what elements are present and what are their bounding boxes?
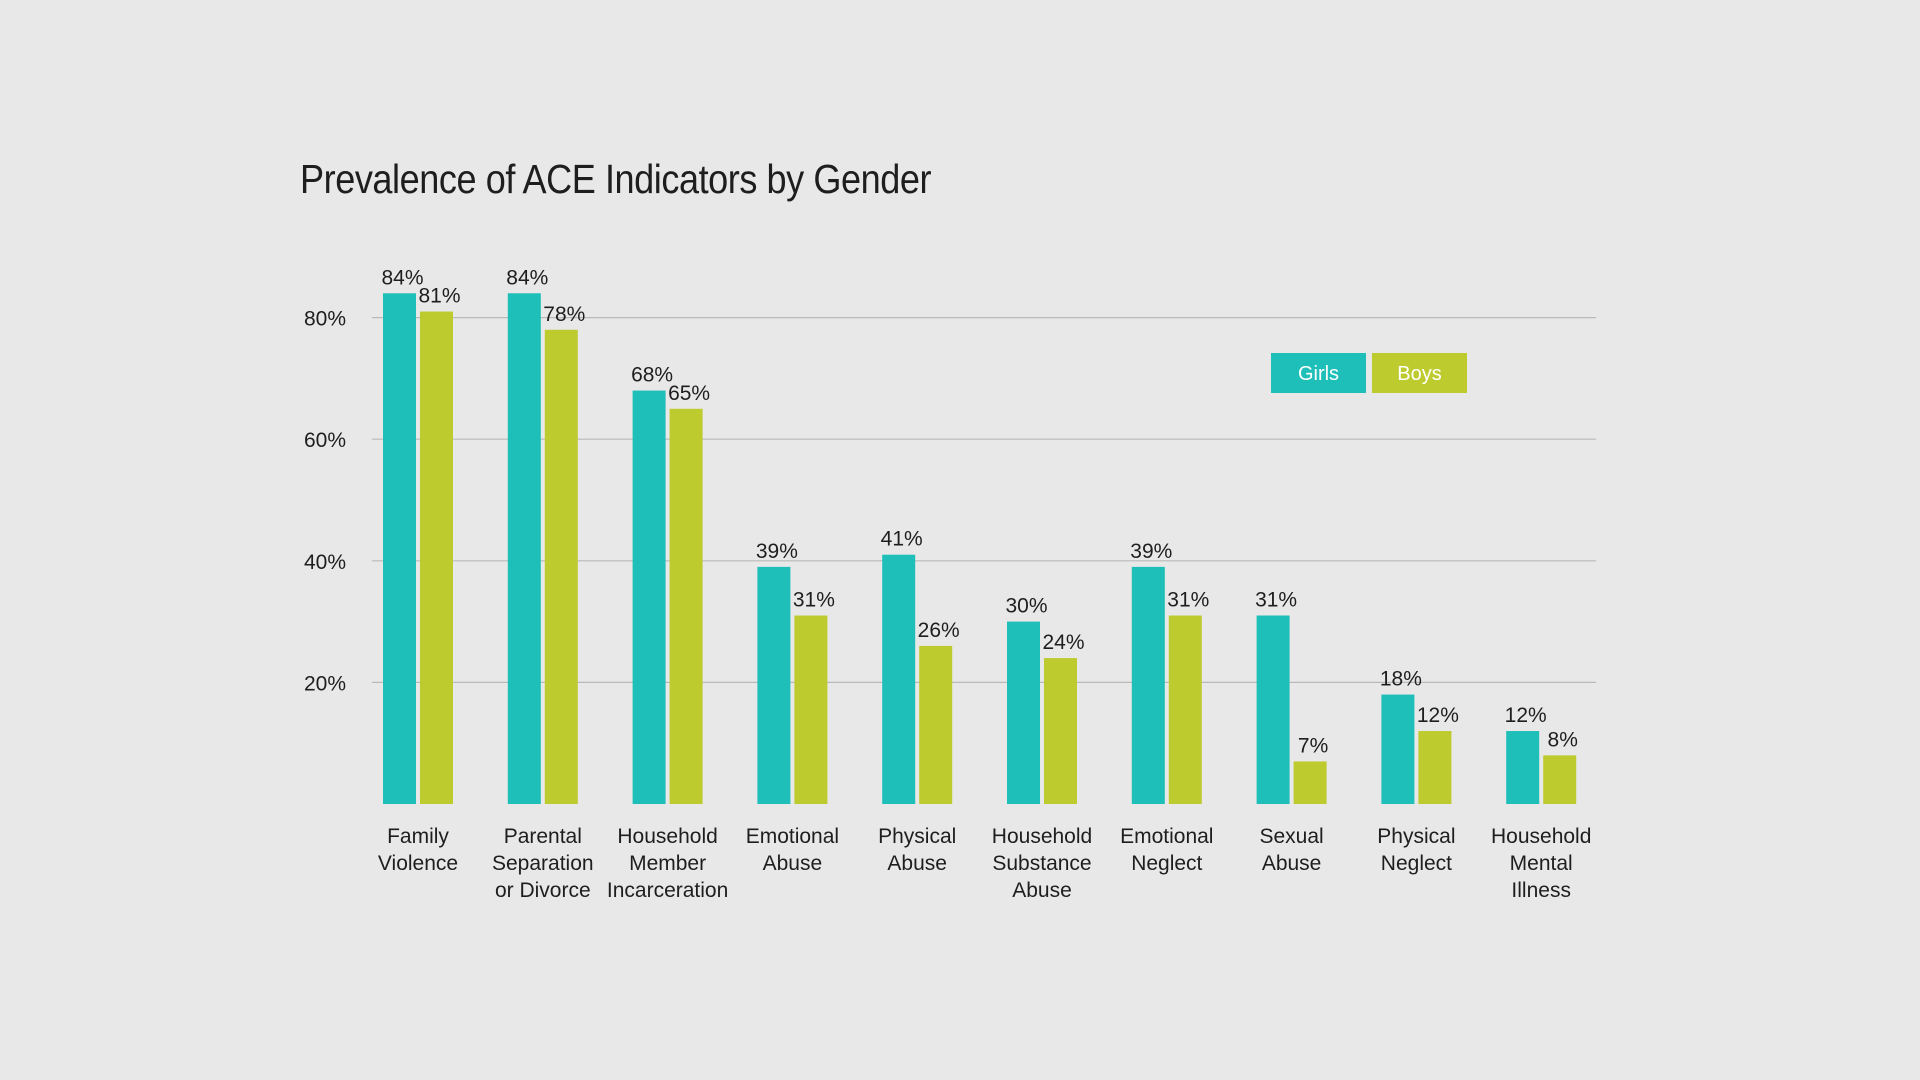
x-category-label-line: Separation — [492, 852, 594, 875]
bar-girls — [632, 390, 666, 804]
x-category-label-line: Neglect — [1381, 852, 1452, 875]
bars — [383, 293, 1577, 804]
x-category-label-line: Substance — [992, 852, 1091, 875]
legend-label-boys: Boys — [1397, 363, 1441, 385]
x-category-label-line: Incarceration — [607, 879, 728, 902]
bar-value-label: 68% — [631, 364, 673, 387]
bar-girls — [1506, 731, 1540, 804]
bar-girls — [757, 566, 791, 804]
bar-value-label: 24% — [1042, 631, 1084, 654]
x-category-label: Emotional Neglect — [1120, 825, 1213, 875]
x-category-label-line: Family — [387, 825, 449, 848]
x-axis-category-labels: Family Violence Parental Separation or Divor… — [378, 825, 1591, 902]
x-category-label: Family Violence — [378, 825, 458, 875]
bar-boys — [1293, 761, 1327, 804]
x-category-label-line: Neglect — [1131, 852, 1202, 875]
x-category-label-line: Abuse — [1262, 852, 1322, 875]
bar-girls — [383, 293, 416, 804]
x-category-label: Emotional Abuse — [746, 825, 839, 875]
bar-value-label: 81% — [418, 285, 460, 308]
bar-boys — [1418, 731, 1452, 804]
bar-girls — [1131, 566, 1165, 804]
bar-value-label: 30% — [1005, 595, 1047, 618]
legend-swatch-boys — [1372, 353, 1467, 393]
bar-value-label: 7% — [1298, 734, 1328, 757]
x-category-label-line: Mental — [1510, 852, 1573, 875]
bar-boys — [1543, 755, 1577, 804]
bar-boys — [919, 645, 953, 804]
bar-value-label: 31% — [1167, 589, 1209, 612]
legend-label-girls: Girls — [1298, 363, 1339, 385]
bar-boys — [1168, 615, 1202, 804]
x-category-label-line: Emotional — [746, 825, 839, 848]
x-category-label: Physical Abuse — [878, 825, 956, 875]
x-category-label-line: Abuse — [763, 852, 823, 875]
bar-value-label: 12% — [1505, 704, 1547, 727]
legend-swatch-girls — [1271, 353, 1366, 393]
bar-girls — [882, 554, 916, 804]
bar-value-label: 84% — [506, 266, 548, 289]
bar-value-label: 12% — [1417, 704, 1459, 727]
bar-value-label: 78% — [543, 303, 585, 326]
y-tick-label: 80% — [304, 308, 346, 331]
bar-value-label: 65% — [668, 382, 710, 405]
x-category-label-line: or Divorce — [495, 879, 591, 902]
chart-title: Prevalence of ACE Indicators by Gender — [300, 156, 932, 202]
y-tick-label: 40% — [304, 551, 346, 574]
bar-boys — [544, 329, 578, 804]
y-axis-ticks: 20% 40% 60% 80% — [304, 308, 346, 696]
x-category-label: Sexual Abuse — [1259, 825, 1323, 875]
x-category-label: Parental Separation or Divorce — [492, 825, 594, 902]
bar-girls — [1256, 615, 1290, 804]
x-category-label-line: Parental — [504, 825, 582, 848]
bar-value-label: 39% — [1130, 540, 1172, 563]
x-category-label-line: Abuse — [887, 852, 947, 875]
bar-boys — [794, 615, 828, 804]
bar-value-label: 39% — [756, 540, 798, 563]
x-category-label-line: Member — [629, 852, 706, 875]
x-category-label: Physical Neglect — [1377, 825, 1455, 875]
bar-value-label: 26% — [918, 619, 960, 642]
x-category-label-line: Physical — [1377, 825, 1455, 848]
x-category-label-line: Household — [617, 825, 717, 848]
bar-value-label: 31% — [793, 589, 835, 612]
x-category-label-line: Violence — [378, 852, 458, 875]
bar-girls — [1007, 621, 1040, 804]
x-category-label-line: Household — [992, 825, 1092, 848]
x-category-label: Household Mental Illness — [1491, 825, 1591, 902]
bar-boys — [1044, 658, 1077, 804]
x-category-label-line: Illness — [1511, 879, 1571, 902]
bar-value-labels: 84%81%84%78%68%65%39%31%41%26%30%24%39%3… — [381, 266, 1577, 757]
x-category-label: Household Member Incarceration — [607, 825, 728, 902]
x-category-label-line: Sexual — [1259, 825, 1323, 848]
y-tick-label: 20% — [304, 672, 346, 695]
bar-boys — [669, 408, 703, 804]
bar-value-label: 31% — [1255, 589, 1297, 612]
bar-value-label: 8% — [1548, 728, 1578, 751]
bar-value-label: 18% — [1380, 668, 1422, 691]
bar-value-label: 41% — [881, 528, 923, 551]
x-category-label-line: Emotional — [1120, 825, 1213, 848]
bar-girls — [507, 293, 541, 804]
legend: Girls Boys — [1271, 353, 1467, 393]
y-tick-label: 60% — [304, 429, 346, 452]
x-category-label-line: Abuse — [1012, 879, 1072, 902]
bar-girls — [1381, 694, 1415, 804]
x-category-label-line: Physical — [878, 825, 956, 848]
bar-boys — [420, 311, 453, 804]
bar-value-label: 84% — [381, 266, 423, 289]
x-category-label: Household Substance Abuse — [992, 825, 1092, 902]
x-category-label-line: Household — [1491, 825, 1591, 848]
